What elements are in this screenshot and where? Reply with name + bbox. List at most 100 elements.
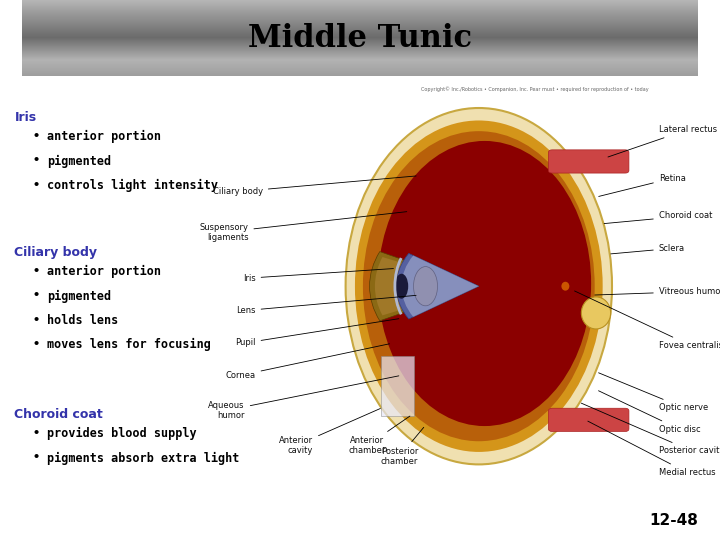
Text: 12-48: 12-48 xyxy=(649,513,698,528)
Bar xyxy=(22,20,698,21)
Text: Ciliary body: Ciliary body xyxy=(14,246,97,259)
Bar xyxy=(22,31,698,32)
Bar xyxy=(22,63,698,64)
Text: Posterior
chamber: Posterior chamber xyxy=(381,427,424,466)
Bar xyxy=(22,51,698,52)
Bar xyxy=(22,30,698,31)
Bar xyxy=(22,19,698,20)
Bar xyxy=(22,58,698,59)
Bar xyxy=(22,37,698,38)
Bar xyxy=(22,55,698,56)
Bar xyxy=(22,0,698,1)
Bar xyxy=(22,61,698,62)
Text: Lens: Lens xyxy=(236,295,416,315)
Bar xyxy=(22,57,698,58)
Text: •: • xyxy=(32,179,40,192)
Bar xyxy=(22,72,698,73)
Bar xyxy=(22,23,698,24)
Bar xyxy=(22,33,698,35)
Bar xyxy=(22,24,698,25)
Bar xyxy=(22,0,698,1)
Text: anterior portion: anterior portion xyxy=(47,265,161,278)
Bar xyxy=(22,18,698,19)
Text: holds lens: holds lens xyxy=(47,314,118,327)
Bar xyxy=(22,11,698,12)
Text: Optic disc: Optic disc xyxy=(598,391,701,434)
Bar xyxy=(22,38,698,39)
Bar xyxy=(22,58,698,59)
Text: Choroid coat: Choroid coat xyxy=(14,408,103,421)
Bar xyxy=(22,37,698,38)
Bar xyxy=(22,35,698,36)
Bar xyxy=(22,17,698,18)
Bar xyxy=(22,10,698,11)
Bar xyxy=(22,56,698,57)
Bar xyxy=(22,62,698,63)
Bar xyxy=(22,9,698,10)
Bar xyxy=(22,66,698,68)
Bar xyxy=(22,14,698,15)
Text: Lateral rectus: Lateral rectus xyxy=(608,125,717,157)
Bar xyxy=(22,18,698,19)
Bar xyxy=(22,57,698,58)
Bar xyxy=(22,24,698,25)
Bar xyxy=(22,28,698,29)
Bar xyxy=(22,68,698,69)
Bar xyxy=(22,32,698,33)
Bar xyxy=(22,2,698,3)
Wedge shape xyxy=(396,253,479,319)
Text: pigments absorb extra light: pigments absorb extra light xyxy=(47,451,239,464)
Bar xyxy=(22,44,698,45)
Bar xyxy=(22,28,698,29)
Bar xyxy=(22,22,698,23)
Bar xyxy=(22,14,698,15)
Text: controls light intensity: controls light intensity xyxy=(47,179,218,192)
Text: pigmented: pigmented xyxy=(47,154,111,167)
Text: Cornea: Cornea xyxy=(225,344,390,380)
Bar xyxy=(22,71,698,72)
Text: •: • xyxy=(32,130,40,143)
Bar xyxy=(22,21,698,22)
Text: Sclera: Sclera xyxy=(611,244,685,254)
Bar xyxy=(22,46,698,47)
Bar xyxy=(22,52,698,53)
Text: •: • xyxy=(32,314,40,327)
Bar xyxy=(22,49,698,50)
Bar xyxy=(22,63,698,64)
Bar xyxy=(22,41,698,42)
Bar xyxy=(22,37,698,38)
Bar xyxy=(22,71,698,72)
Bar xyxy=(22,18,698,19)
Bar xyxy=(22,59,698,60)
Bar xyxy=(22,1,698,2)
Bar xyxy=(22,7,698,8)
Bar xyxy=(22,23,698,24)
Bar xyxy=(22,43,698,44)
Bar xyxy=(22,13,698,14)
Bar xyxy=(22,53,698,54)
Bar xyxy=(22,43,698,44)
Bar xyxy=(22,39,698,40)
Text: provides blood supply: provides blood supply xyxy=(47,427,197,440)
Bar xyxy=(22,40,698,42)
Bar xyxy=(22,71,698,72)
Bar xyxy=(22,75,698,76)
Bar xyxy=(22,10,698,11)
Wedge shape xyxy=(369,252,479,321)
Bar xyxy=(22,69,698,70)
Bar xyxy=(22,15,698,16)
Bar xyxy=(22,52,698,53)
Bar xyxy=(22,70,698,71)
Bar xyxy=(22,33,698,34)
Bar xyxy=(22,30,698,31)
Bar xyxy=(22,53,698,54)
Bar xyxy=(22,55,698,56)
Text: Suspensory
ligaments: Suspensory ligaments xyxy=(199,212,407,242)
Text: •: • xyxy=(32,154,40,167)
Bar xyxy=(22,12,698,13)
Bar xyxy=(22,60,698,61)
Bar xyxy=(22,67,698,68)
Bar xyxy=(22,59,698,60)
Ellipse shape xyxy=(378,141,591,426)
Text: Pupil: Pupil xyxy=(235,319,399,347)
